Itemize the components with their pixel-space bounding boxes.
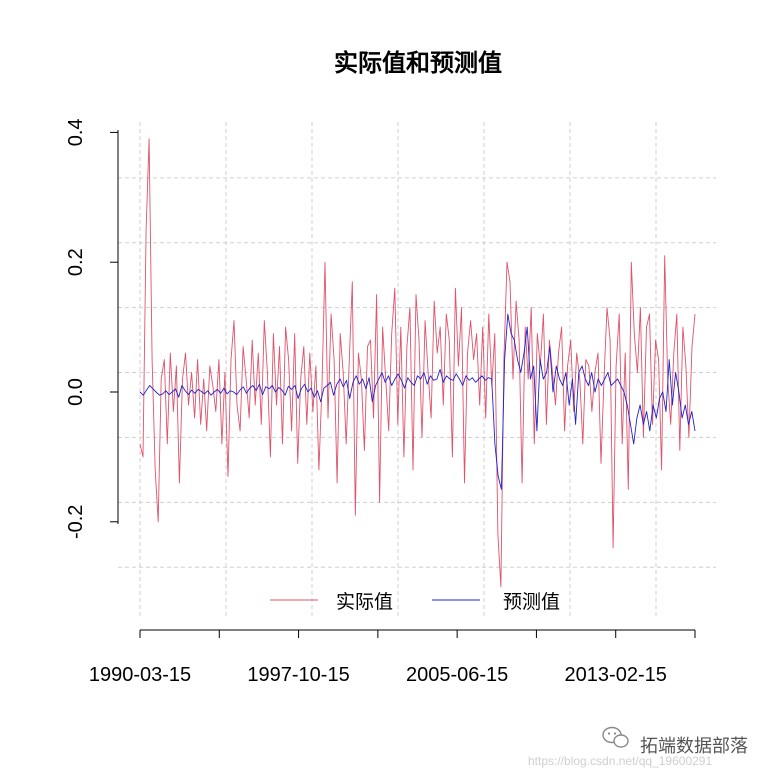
x-tick-label: 1997-10-15 <box>247 664 349 686</box>
x-tick-label: 1990-03-15 <box>89 664 191 686</box>
watermark-brand: 拓端数据部落 <box>640 736 748 757</box>
y-tick-label: 0.4 <box>65 118 87 146</box>
x-tick-label: 2013-02-15 <box>565 664 667 686</box>
watermark-url: https://blog.csdn.net/qq_19600291 <box>528 754 712 768</box>
legend: 实际值 预测值 <box>270 591 560 613</box>
legend-label-predicted: 预测值 <box>503 591 560 613</box>
y-tick-label: 0.2 <box>65 248 87 276</box>
series-line-predicted <box>139 313 696 490</box>
y-axis-ticks: -0.2 0.0 0.2 0.4 <box>65 118 118 539</box>
horizontal-gridlines <box>118 177 716 568</box>
series-layer <box>139 138 696 588</box>
wechat-icon <box>602 726 629 748</box>
chart-title: 实际值和预测值 <box>334 49 502 77</box>
legend-label-actual: 实际值 <box>336 591 393 613</box>
watermark: 拓端数据部落 https://blog.csdn.net/qq_19600291 <box>528 726 748 768</box>
y-tick-label: 0.0 <box>65 378 87 406</box>
y-tick-label: -0.2 <box>65 505 87 539</box>
x-axis-ticks: 1990-03-15 1997-10-15 2005-06-15 2013-02-15 <box>89 630 696 686</box>
series-line-actual <box>139 138 696 588</box>
x-tick-label: 2005-06-15 <box>406 664 508 686</box>
